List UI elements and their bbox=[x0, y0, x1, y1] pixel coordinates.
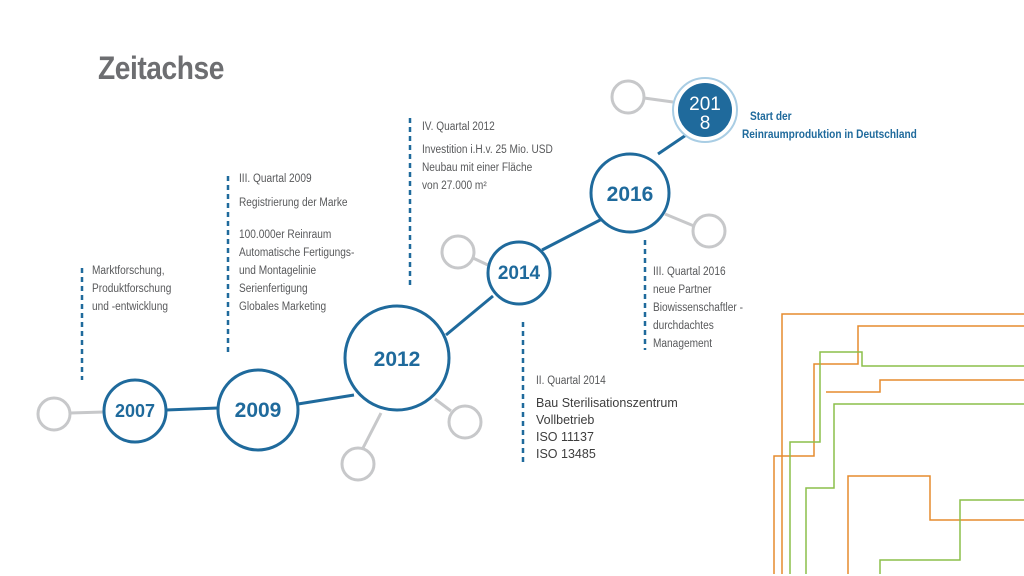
text-line: Automatische Fertigungs- bbox=[239, 247, 355, 259]
quarter-label: III. Quartal 2016 bbox=[653, 266, 726, 278]
text-line: von 27.000 m² bbox=[422, 180, 487, 192]
grey-circles bbox=[36, 79, 727, 482]
timeline-connectors bbox=[165, 129, 693, 412]
text-2018-line2: Reinraumproduktion in Deutschland bbox=[742, 129, 917, 141]
year-2009: 2009 bbox=[234, 399, 282, 422]
year-2018: 201 8 bbox=[678, 94, 732, 134]
text-line: Globales Marketing bbox=[239, 301, 327, 313]
text-line: Produktforschung bbox=[92, 283, 172, 295]
text-line: Serienfertigung bbox=[239, 283, 308, 295]
text-2007: Marktforschung, Produktforschung und -en… bbox=[92, 262, 171, 316]
year-nodes bbox=[102, 152, 671, 452]
text-line: Bau Sterilisationszentrum bbox=[536, 396, 678, 410]
text-line: Investition i.H.v. 25 Mio. USD bbox=[422, 144, 553, 156]
year-2018-line2: 8 bbox=[699, 113, 711, 134]
node-2007 bbox=[102, 378, 168, 444]
quarter-label: II. Quartal 2014 bbox=[536, 375, 606, 387]
quarter-label: III. Quartal 2009 bbox=[239, 173, 312, 185]
text-line: Registrierung der Marke bbox=[239, 197, 348, 209]
node-2018 bbox=[678, 83, 732, 137]
year-2016: 2016 bbox=[606, 183, 654, 206]
quarter-label: IV. Quartal 2012 bbox=[422, 121, 495, 133]
text-line: 100.000er Reinraum bbox=[239, 229, 332, 241]
decorative-circuit bbox=[773, 313, 1024, 574]
text-2014: Bau Sterilisationszentrum Vollbetrieb IS… bbox=[536, 395, 678, 463]
dashed-markers bbox=[80, 118, 647, 466]
text-line: ISO 11137 bbox=[536, 430, 594, 444]
text-line: Vollbetrieb bbox=[536, 413, 595, 427]
text-line: und -entwicklung bbox=[92, 301, 168, 313]
text-2009: III. Quartal 2009 Registrierung der Mark… bbox=[239, 170, 354, 316]
text-line: Management bbox=[653, 338, 713, 350]
node-2014 bbox=[486, 240, 552, 306]
year-2012: 2012 bbox=[373, 348, 421, 371]
text-line: neue Partner bbox=[653, 284, 712, 296]
year-2018-line1: 201 bbox=[689, 94, 721, 115]
year-2014: 2014 bbox=[497, 263, 541, 284]
text-line: Biowissenschaftler - bbox=[653, 302, 743, 314]
node-2012 bbox=[343, 304, 451, 412]
year-2007: 2007 bbox=[114, 401, 156, 421]
text-line: Marktforschung, bbox=[92, 265, 165, 277]
grey-spokes bbox=[69, 96, 695, 449]
text-2018-line1: Start der bbox=[750, 111, 792, 123]
text-2012: IV. Quartal 2012 Investition i.H.v. 25 M… bbox=[422, 118, 553, 195]
text-2014-quarter: II. Quartal 2014 bbox=[536, 372, 606, 390]
text-2016: III. Quartal 2016 neue Partner Biowissen… bbox=[653, 263, 743, 353]
text-line: Neubau mit einer Fläche bbox=[422, 162, 533, 174]
text-line: und Montagelinie bbox=[239, 265, 317, 277]
node-2016 bbox=[589, 152, 671, 234]
page-title: Zeitachse bbox=[98, 50, 224, 86]
text-line: ISO 13485 bbox=[536, 447, 596, 461]
node-2009 bbox=[216, 368, 300, 452]
text-line: durchdachtes bbox=[653, 320, 714, 332]
